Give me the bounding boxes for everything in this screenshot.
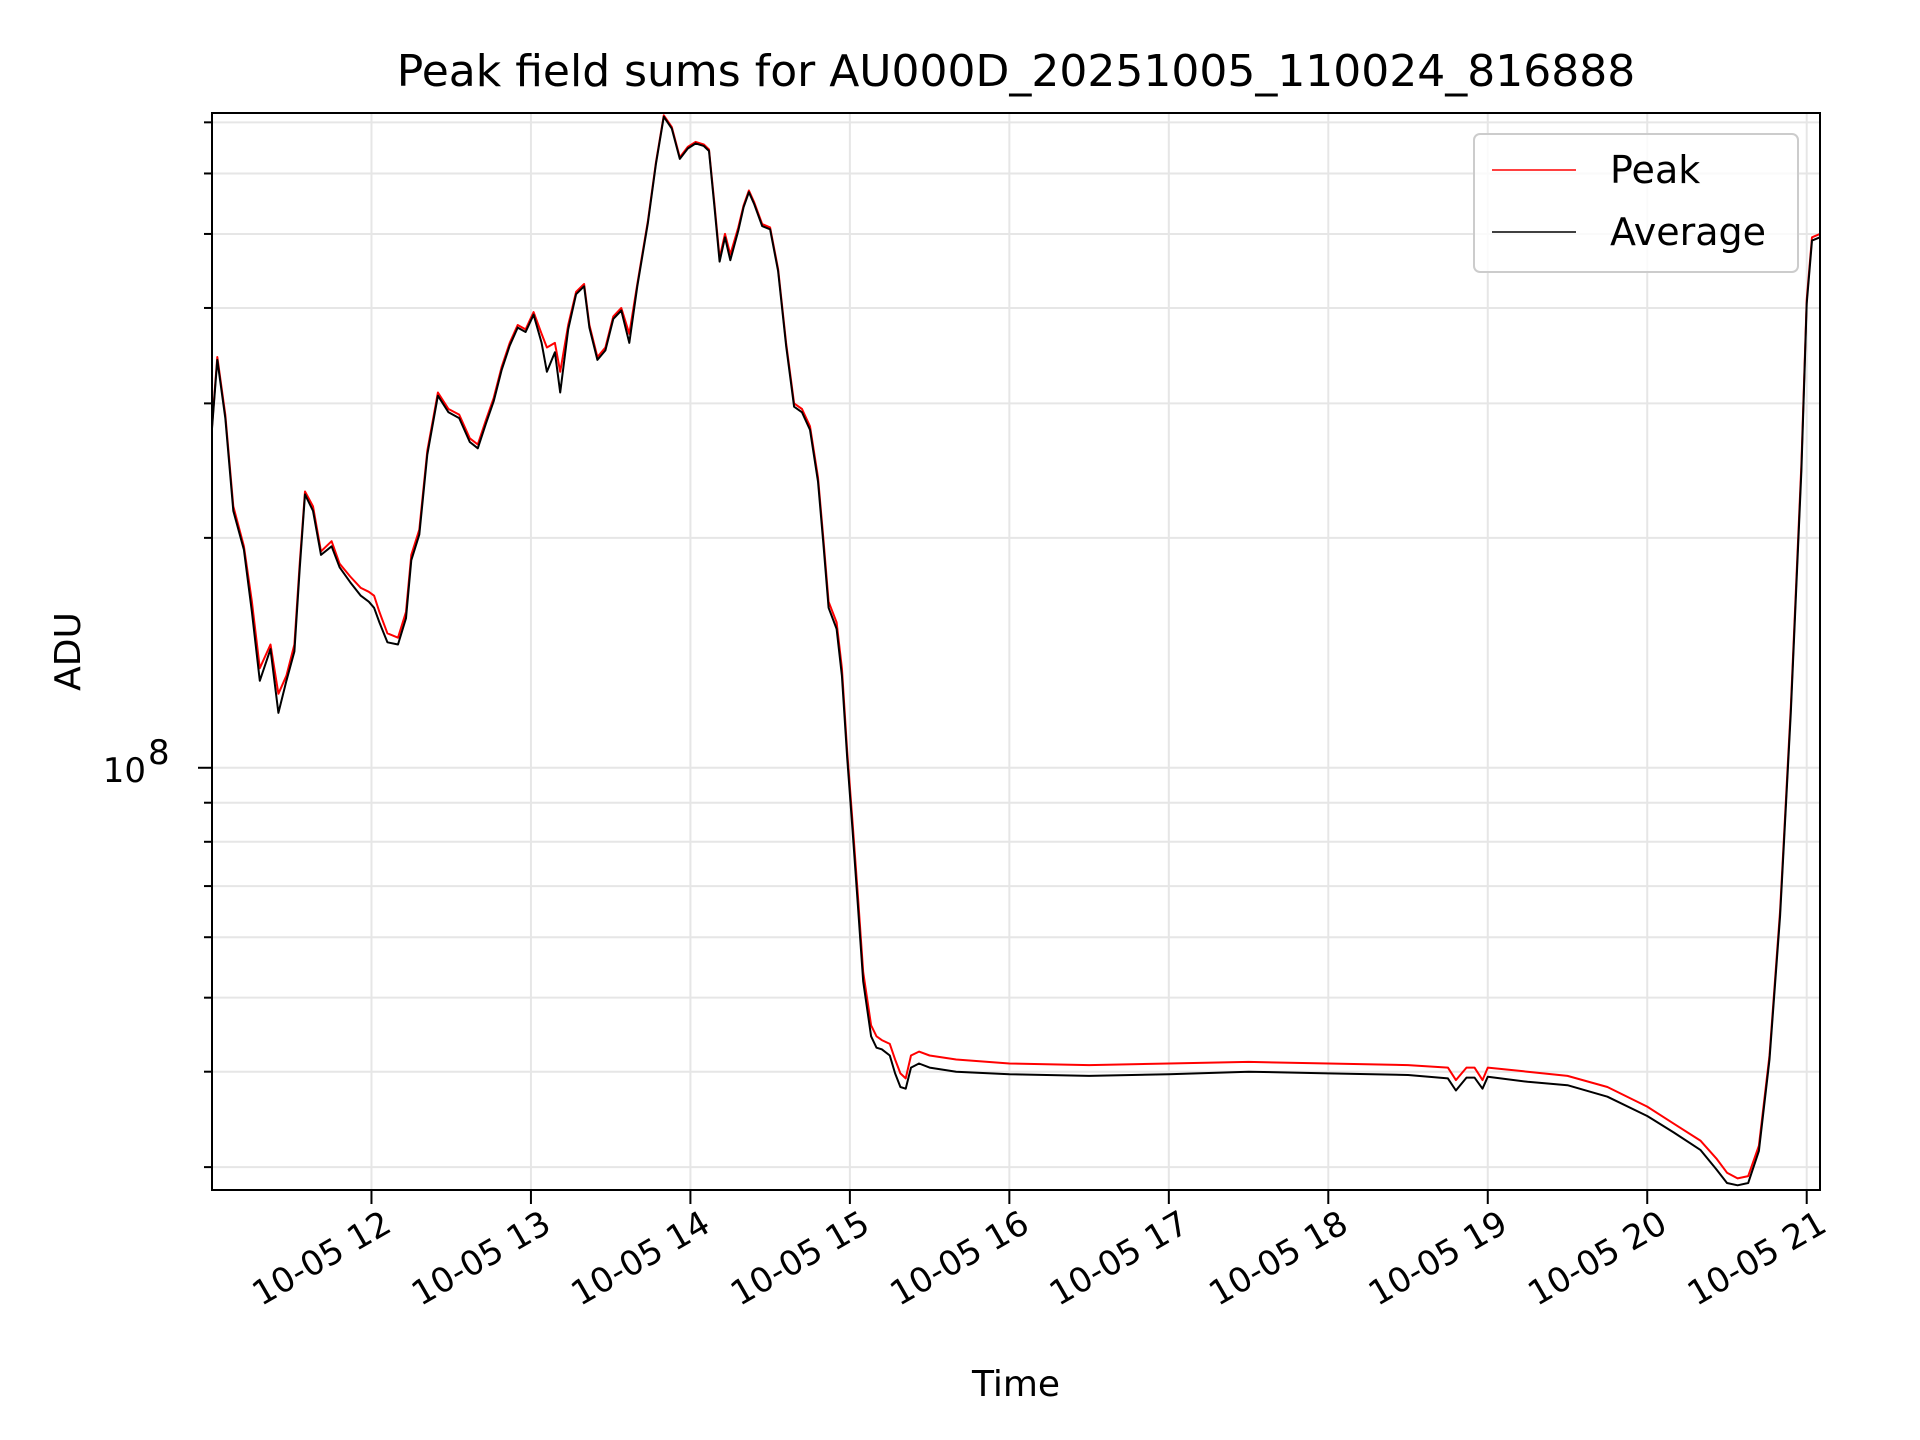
x-tick-label: 10-05 19 (1362, 1203, 1514, 1314)
legend: Peak Average (1473, 133, 1799, 273)
x-tick-label: 10-05 15 (724, 1203, 876, 1314)
x-tick-label: 10-05 12 (246, 1203, 398, 1314)
series-line-peak (212, 114, 1820, 1180)
x-tick-label: 10-05 17 (1043, 1203, 1195, 1314)
x-tick-label: 10-05 14 (565, 1203, 717, 1314)
x-tick-label: 10-05 18 (1202, 1203, 1354, 1314)
grid-lines (212, 113, 1820, 1190)
plot-series (212, 114, 1820, 1187)
legend-label-peak: Peak (1610, 148, 1700, 192)
x-tick-label: 10-05 20 (1521, 1203, 1673, 1314)
series-line-average (212, 115, 1820, 1187)
y-tick-label-exponent: 8 (148, 733, 170, 773)
x-axis-label: Time (971, 1364, 1060, 1405)
y-tick-label: 10 (103, 751, 146, 791)
axes-frame (211, 112, 1821, 1191)
x-tick-label: 10-05 21 (1681, 1203, 1833, 1314)
x-tick-label: 10-05 13 (405, 1203, 557, 1314)
axis-ticks: 10-05 12 10-05 13 10-05 14 10-05 15 10-05 16… (103, 121, 1833, 1314)
legend-label-average: Average (1610, 210, 1766, 254)
x-tick-label: 10-05 16 (883, 1203, 1035, 1314)
y-axis-label: ADU (48, 612, 89, 691)
legend-box (1473, 133, 1799, 273)
chart-title: Peak field sums for AU000D_20251005_1100… (397, 46, 1636, 97)
